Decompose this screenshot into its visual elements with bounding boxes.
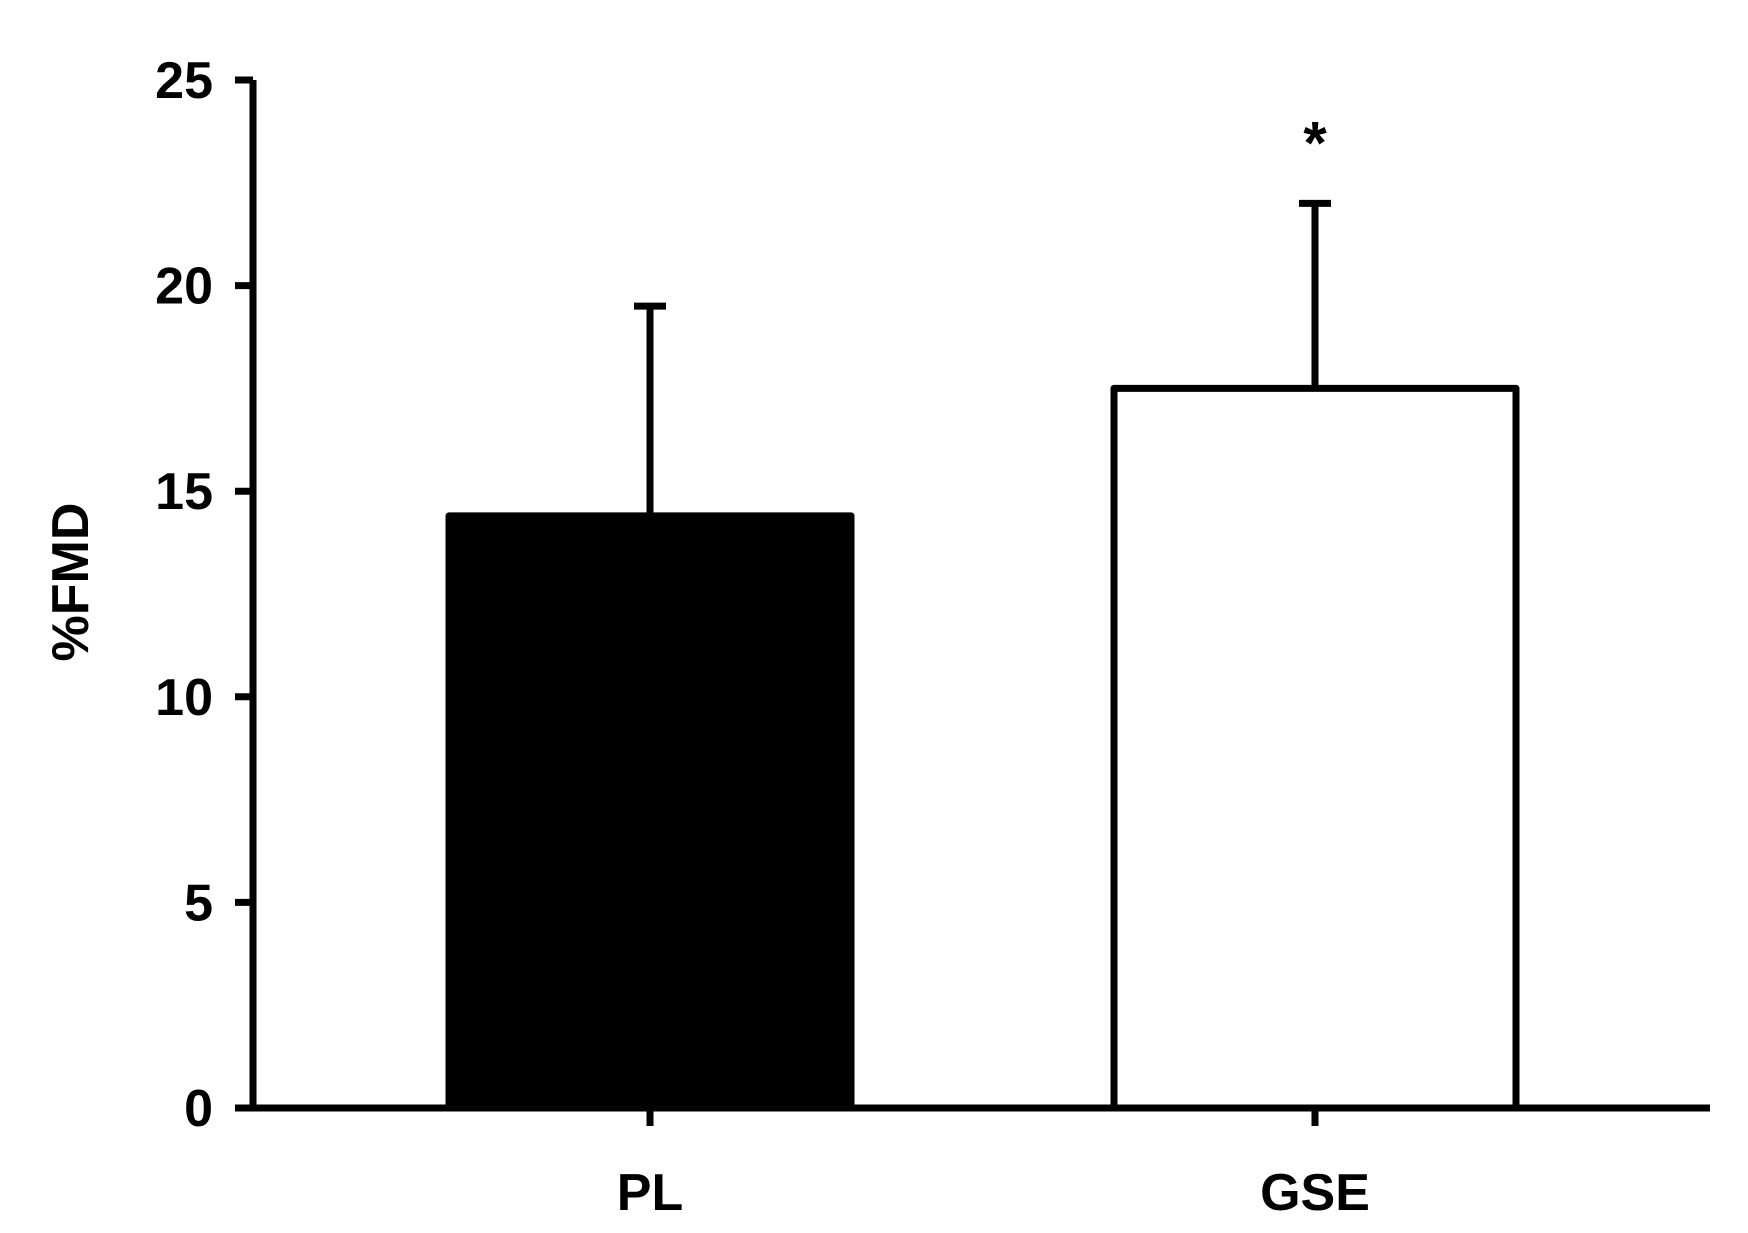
bar	[1110, 384, 1520, 1112]
y-tick-label: 10	[155, 669, 213, 727]
y-tick-label: 15	[155, 463, 213, 521]
x-tick-label: GSE	[1260, 1164, 1370, 1222]
significance-marker: *	[1303, 109, 1327, 176]
y-tick-label: 5	[184, 874, 213, 932]
y-axis-label: %FMD	[42, 503, 100, 662]
labels: 0 5 10 15 20 25 PL GSE *	[155, 52, 1370, 1222]
bars	[445, 199, 1520, 1112]
x-tick-label: PL	[617, 1164, 683, 1222]
y-tick-label: 20	[155, 258, 213, 316]
bar	[445, 512, 855, 1112]
y-tick-label: 0	[184, 1080, 213, 1138]
y-tick-label: 25	[155, 52, 213, 110]
